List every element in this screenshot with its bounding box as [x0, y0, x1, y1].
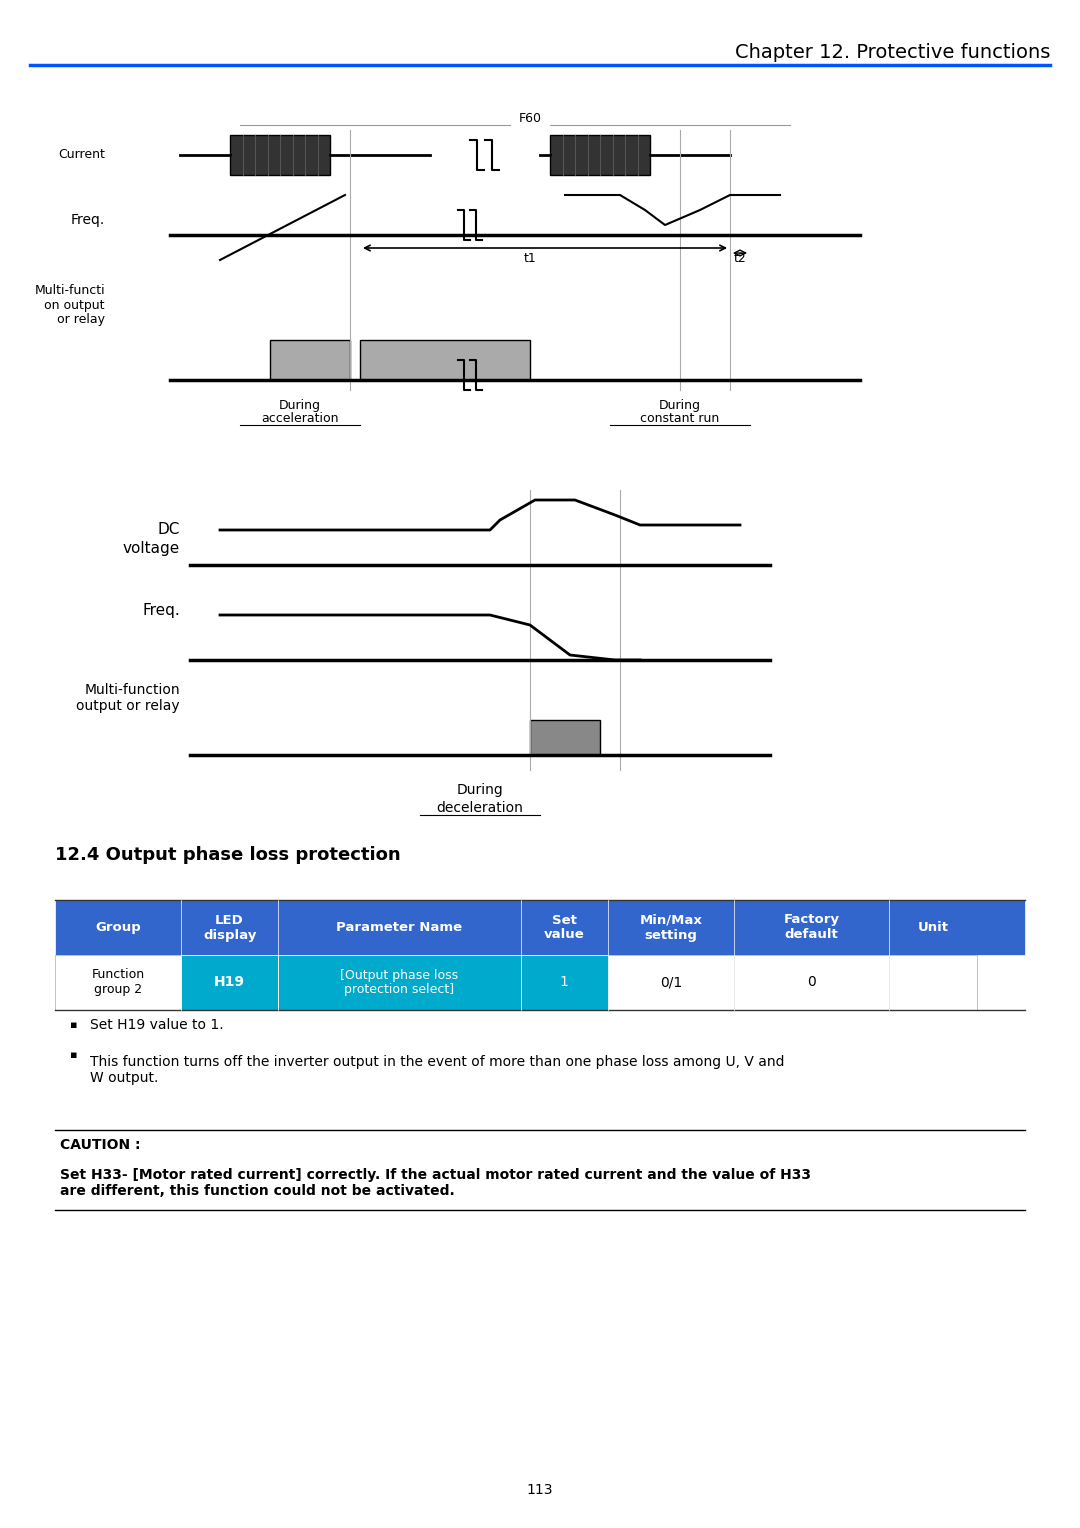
Text: t1: t1: [524, 252, 537, 264]
Bar: [55, 900, 1025, 955]
Text: 12.4 Output phase loss protection: 12.4 Output phase loss protection: [55, 847, 401, 863]
Text: deceleration: deceleration: [436, 801, 524, 814]
Bar: [55, 955, 181, 1010]
Text: Factory
default: Factory default: [784, 914, 839, 941]
Text: Min/Max
setting: Min/Max setting: [639, 914, 702, 941]
Text: Unit: Unit: [917, 921, 948, 934]
Text: Freq.: Freq.: [143, 602, 180, 617]
Bar: [279, 955, 521, 1010]
Text: ▪: ▪: [70, 1021, 78, 1030]
Text: Chapter 12. Protective functions: Chapter 12. Protective functions: [734, 43, 1050, 61]
Text: 0: 0: [807, 975, 816, 990]
Text: Group: Group: [95, 921, 140, 934]
Text: Set
value: Set value: [544, 914, 584, 941]
Bar: [360, 341, 530, 380]
Bar: [889, 955, 976, 1010]
Text: F60: F60: [518, 112, 541, 124]
Text: 0/1: 0/1: [660, 975, 683, 990]
Text: or relay: or relay: [57, 313, 105, 327]
Text: constant run: constant run: [640, 411, 719, 425]
Text: H19: H19: [214, 975, 245, 990]
Text: During: During: [457, 782, 503, 798]
Text: Multi-functi: Multi-functi: [35, 284, 105, 296]
Text: ▪: ▪: [70, 1050, 78, 1060]
Bar: [270, 341, 350, 380]
Text: 113: 113: [527, 1484, 553, 1497]
Text: LED
display: LED display: [203, 914, 256, 941]
Text: This function turns off the inverter output in the event of more than one phase : This function turns off the inverter out…: [90, 1054, 784, 1085]
Bar: [181, 955, 279, 1010]
Text: output or relay: output or relay: [77, 698, 180, 714]
Text: voltage: voltage: [123, 541, 180, 556]
Text: 1: 1: [559, 975, 569, 990]
Text: During: During: [659, 399, 701, 411]
Text: acceleration: acceleration: [261, 411, 339, 425]
Bar: [230, 134, 330, 176]
Text: t2: t2: [733, 252, 746, 264]
Text: Parameter Name: Parameter Name: [336, 921, 462, 934]
Bar: [608, 955, 734, 1010]
Bar: [550, 134, 650, 176]
Text: on output: on output: [44, 298, 105, 312]
Text: Freq.: Freq.: [71, 212, 105, 228]
Text: Multi-function: Multi-function: [84, 683, 180, 697]
Text: Set H33- [Motor rated current] correctly. If the actual motor rated current and : Set H33- [Motor rated current] correctly…: [60, 1167, 811, 1198]
Text: CAUTION :: CAUTION :: [60, 1138, 140, 1152]
Text: Current: Current: [58, 148, 105, 162]
Bar: [530, 720, 600, 755]
Text: DC: DC: [158, 523, 180, 538]
Bar: [521, 955, 608, 1010]
Text: [Output phase loss
protection select]: [Output phase loss protection select]: [340, 969, 458, 996]
Text: During: During: [279, 399, 321, 411]
Bar: [734, 955, 889, 1010]
Text: Function
group 2: Function group 2: [92, 969, 145, 996]
Text: Set H19 value to 1.: Set H19 value to 1.: [90, 1018, 224, 1031]
